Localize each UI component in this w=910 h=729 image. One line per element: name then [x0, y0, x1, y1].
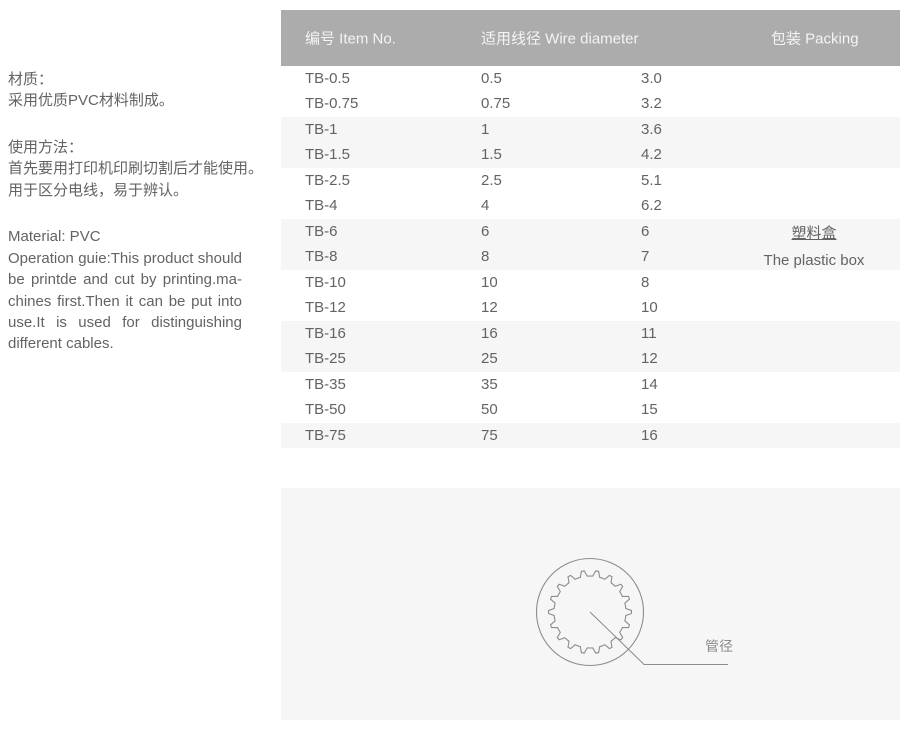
svg-text:管径: 管径	[705, 638, 733, 654]
